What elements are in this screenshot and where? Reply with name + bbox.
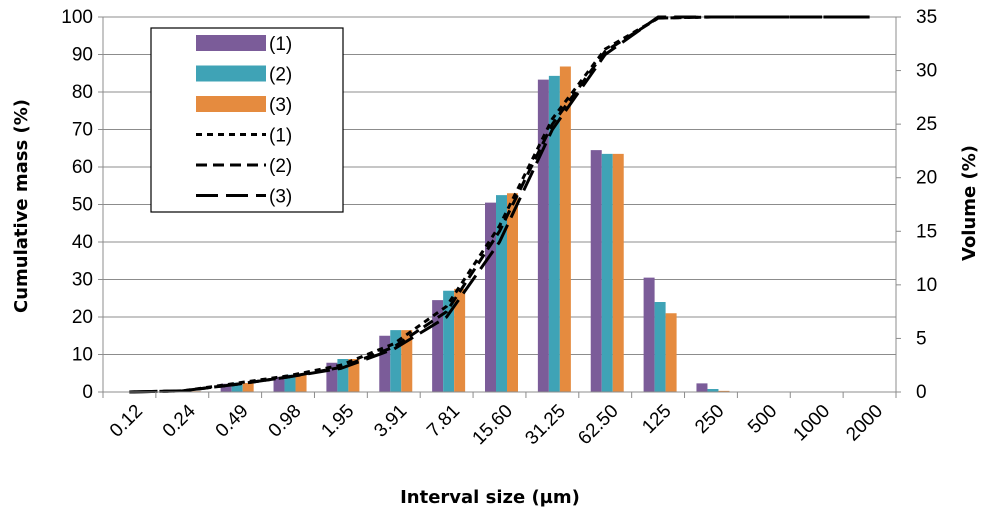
x-tick-label: 1.95 — [317, 401, 358, 442]
bar-series-3-7.81 — [454, 288, 466, 392]
legend-box — [150, 27, 344, 213]
x-tick-label: 0.12 — [106, 401, 147, 442]
y-right-tick-label: 10 — [916, 275, 937, 296]
legend-bar-swatch-3 — [196, 96, 266, 112]
bar-series-1-125 — [643, 277, 655, 392]
x-tick-label: 250 — [691, 401, 728, 438]
y-left-tick-label: 100 — [61, 7, 93, 28]
bar-series-2-1.95 — [337, 359, 349, 392]
bar-series-2-250 — [707, 389, 719, 392]
y-right-tick-label: 35 — [916, 7, 937, 28]
y-right-tick-label: 15 — [916, 221, 937, 242]
bar-series-3-15.60 — [507, 193, 518, 392]
bar-series-3-0.98 — [295, 374, 307, 392]
bar-series-1-1.95 — [326, 362, 338, 392]
y-left-tick-label: 20 — [72, 307, 93, 328]
x-tick-label: 1000 — [789, 401, 834, 446]
legend-bar-swatch-2 — [196, 65, 266, 82]
y-right-tick-label: 20 — [916, 168, 937, 189]
y-right-tick-label: 5 — [916, 328, 927, 349]
bar-series-group — [167, 66, 730, 392]
bar-series-2-0.49 — [231, 382, 243, 392]
x-tick-label: 31.25 — [521, 401, 569, 449]
legend-bar-label-2: (2) — [269, 65, 292, 86]
bar-series-1-62.50 — [590, 150, 602, 392]
legend: (1) (2) (3) (1) (2) (3) — [150, 27, 344, 213]
bar-series-3-125 — [665, 313, 677, 392]
bar-series-2-15.60 — [496, 195, 507, 392]
y-left-tick-label: 0 — [82, 382, 93, 403]
bar-series-1-3.91 — [379, 335, 391, 392]
bar-series-3-3.91 — [401, 330, 413, 392]
y-axis-right-title: Volume (%) — [959, 145, 980, 261]
x-tick-label: 0.49 — [212, 401, 253, 442]
bar-series-3-250 — [718, 390, 730, 392]
bar-series-1-7.81 — [432, 300, 444, 392]
legend-bar-label-1: (1) — [269, 34, 292, 55]
legend-line-label-1: (1) — [269, 126, 292, 147]
x-tick-label: 62.50 — [574, 401, 622, 449]
y-axis-left-title: Cumulative mass (%) — [11, 99, 32, 313]
y-left-tick-label: 70 — [72, 120, 93, 141]
bar-series-1-0.98 — [273, 377, 285, 392]
y-right-tick-label: 0 — [916, 382, 927, 403]
bar-series-3-0.49 — [242, 383, 254, 392]
bar-series-1-15.60 — [485, 202, 496, 392]
line-series-3 — [129, 15, 870, 394]
x-tick-label: 125 — [638, 401, 675, 438]
x-tick-label: 2000 — [842, 401, 887, 446]
x-tick-label: 0.98 — [265, 401, 306, 442]
y-left-tick-label: 60 — [72, 157, 93, 178]
x-tick-label: 0.24 — [159, 400, 200, 441]
bar-series-1-31.25 — [537, 79, 549, 392]
left-axis-ticks: 0 10 20 30 40 50 60 70 80 90 100 — [61, 7, 103, 403]
y-left-tick-label: 40 — [72, 232, 93, 253]
x-tick-label: 3.91 — [370, 401, 411, 442]
y-left-tick-label: 30 — [72, 270, 93, 291]
legend-bar-swatch-1 — [196, 35, 266, 51]
x-axis-ticks: 0.12 0.24 0.49 0.98 1.95 3.91 7.81 15.60 31.25 62… — [102, 392, 897, 449]
y-right-tick-label: 25 — [916, 114, 937, 135]
y-left-tick-label: 80 — [72, 82, 93, 103]
x-tick-label: 7.81 — [423, 401, 464, 442]
bar-series-2-0.98 — [284, 374, 296, 392]
y-left-tick-label: 50 — [72, 195, 93, 216]
legend-bar-label-3: (3) — [269, 95, 292, 116]
bar-series-2-62.50 — [601, 153, 613, 392]
y-right-tick-label: 30 — [916, 61, 937, 82]
y-left-tick-label: 10 — [72, 345, 93, 366]
line-series-group — [129, 15, 870, 394]
legend-line-label-3: (3) — [269, 187, 292, 208]
y-left-tick-label: 90 — [72, 45, 93, 66]
bar-series-2-31.25 — [548, 75, 560, 392]
bar-series-3-31.25 — [559, 66, 571, 392]
x-tick-label: 500 — [744, 401, 781, 438]
legend-line-label-2: (2) — [269, 156, 292, 177]
x-tick-label: 15.60 — [469, 401, 517, 449]
bar-series-3-62.50 — [612, 153, 624, 392]
bar-series-2-7.81 — [443, 290, 455, 392]
bar-series-2-125 — [654, 302, 666, 392]
bar-series-1-250 — [696, 383, 708, 392]
x-axis-title: Interval size (µm) — [400, 487, 580, 508]
right-axis-ticks: 0 5 10 15 20 25 30 35 — [896, 7, 937, 403]
bar-series-3-1.95 — [348, 359, 360, 392]
bar-series-1-0.49 — [220, 383, 232, 392]
bar-series-2-3.91 — [390, 330, 402, 392]
